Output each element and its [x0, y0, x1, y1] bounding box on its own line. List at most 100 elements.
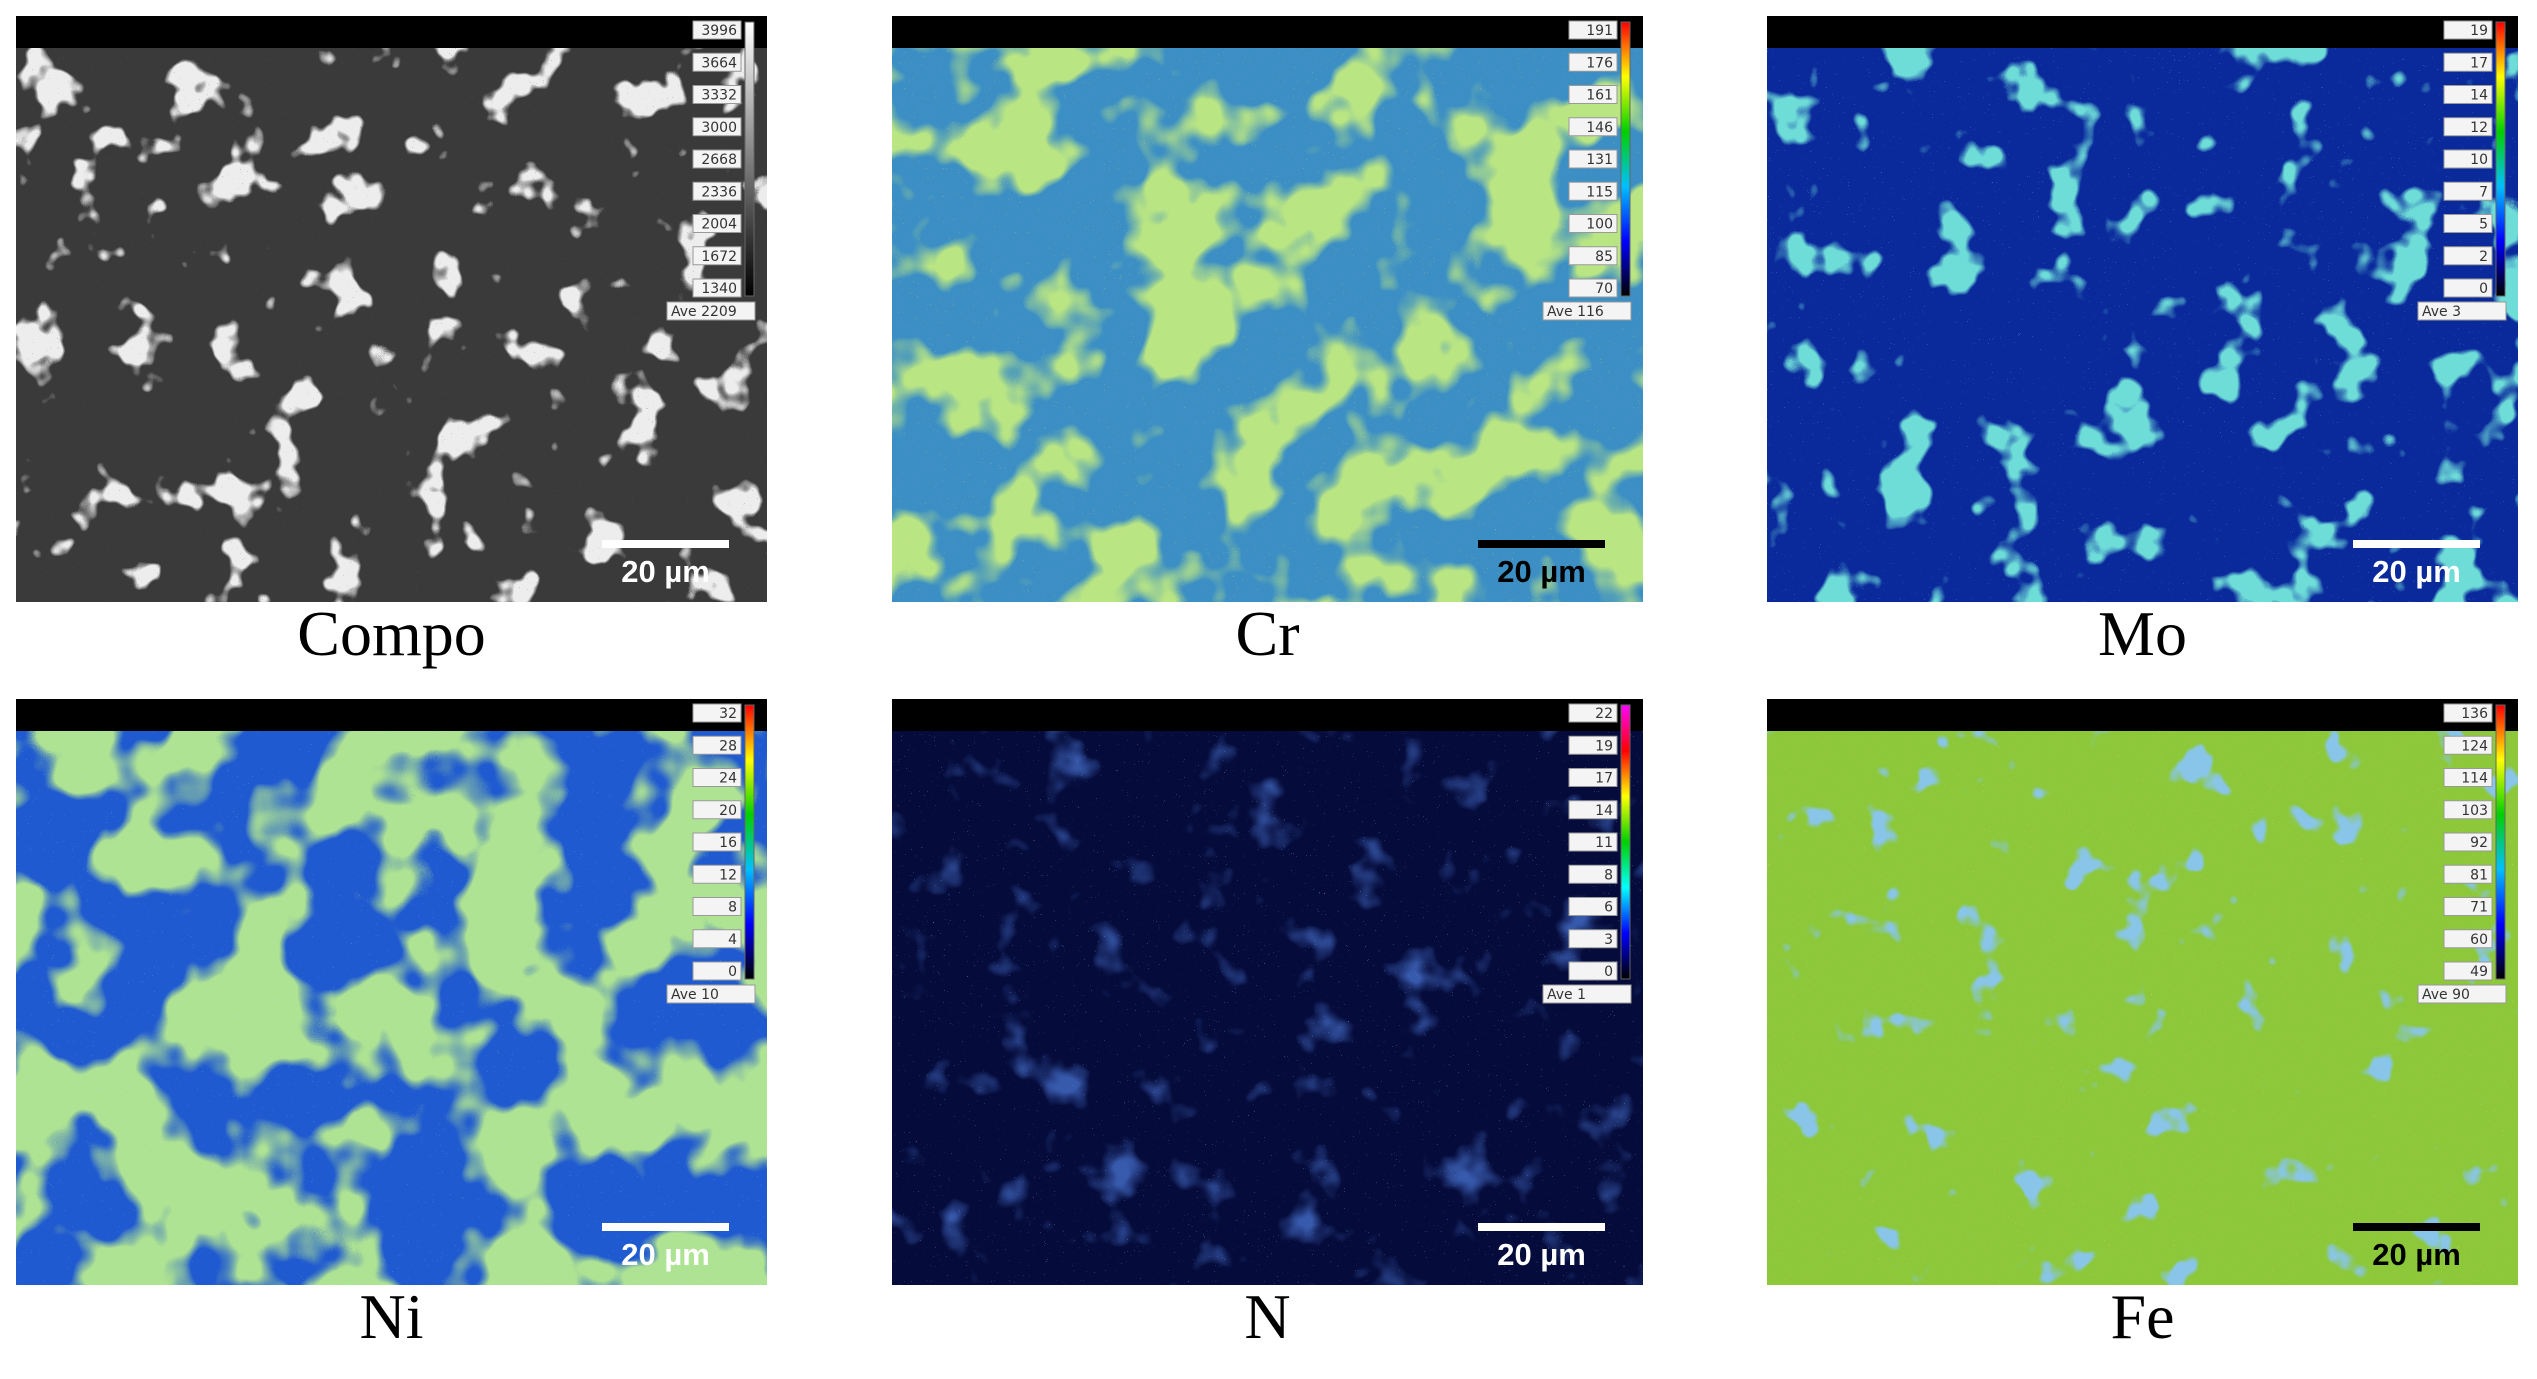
tick-box — [1568, 800, 1618, 820]
colorbar-tick: 3664 — [701, 55, 737, 71]
colorbar-tick: 3 — [1604, 932, 1613, 948]
colorbar-tick: 71 — [2470, 900, 2488, 916]
tick-box — [1568, 897, 1618, 916]
header-bar — [892, 16, 1643, 48]
colorbar-tick: 6 — [1604, 900, 1613, 916]
colorbar-tick: 70 — [1595, 281, 1613, 297]
colorbar-tick: 146 — [1586, 120, 1613, 136]
colorbar-tick: 5 — [2479, 217, 2488, 233]
colorbar-tick: 32 — [719, 706, 737, 722]
scale-bar-label: 20 µm — [621, 1237, 710, 1272]
tick-box — [692, 961, 742, 981]
map-noise — [892, 731, 1643, 1285]
colorbar-tick: 136 — [2461, 706, 2488, 722]
colorbar-tick: 16 — [719, 835, 737, 851]
scale-bar — [2353, 540, 2480, 548]
tick-box — [2443, 52, 2493, 72]
scale-bar — [1478, 1223, 1605, 1231]
average-box — [2417, 301, 2507, 321]
scale-bar-label: 20 µm — [1497, 554, 1586, 589]
tick-box — [1568, 52, 1618, 72]
tick-box — [692, 735, 742, 755]
average-box — [1542, 984, 1632, 1004]
tick-box — [2443, 832, 2493, 852]
tick-box — [1568, 703, 1618, 723]
colorbar-tick: 28 — [719, 738, 737, 754]
tick-box — [1568, 929, 1618, 949]
colorbar-tick: 103 — [2461, 803, 2488, 819]
tick-box — [2443, 149, 2493, 169]
colorbar-tick: 161 — [1586, 88, 1613, 104]
tick-box — [1568, 117, 1618, 137]
colorbar-tick: 1672 — [701, 249, 737, 265]
tick-box — [2443, 864, 2493, 884]
colorbar-tick: 2 — [2479, 249, 2488, 265]
header-bar — [892, 699, 1643, 731]
colorbar-tick: 12 — [719, 867, 737, 883]
tick-box — [692, 85, 742, 104]
colorbar-tick: 17 — [2470, 55, 2488, 71]
scale-bar-label: 20 µm — [2372, 1237, 2461, 1272]
colorbar-tick: 14 — [1595, 803, 1613, 819]
map-panel: 3996 3664 3332 3000 2668 2336 2004 1672 1340 Ave … — [16, 16, 767, 602]
colorbar-tick: 8 — [1604, 867, 1613, 883]
colorbar-tick: 3996 — [701, 23, 737, 39]
tick-box — [2443, 735, 2493, 755]
tick-box — [692, 246, 742, 266]
colorbar-tick: 17 — [1595, 771, 1613, 787]
colorbar — [2495, 704, 2506, 980]
map-panel: 19 17 14 12 10 7 5 2 0 Ave 3 20 µm — [1767, 16, 2518, 602]
colorbar-tick: 12 — [2470, 120, 2488, 136]
colorbar-tick: 0 — [728, 964, 737, 980]
colorbar-tick: 19 — [2470, 23, 2488, 39]
average: Ave 10 — [671, 987, 719, 1003]
colorbar-tick: 60 — [2470, 932, 2488, 948]
colorbar-tick: 131 — [1586, 152, 1613, 168]
average: Ave 3 — [2422, 304, 2461, 320]
tick-box — [692, 800, 742, 820]
colorbar-tick: 124 — [2461, 738, 2488, 754]
colorbar-tick: 3000 — [701, 120, 737, 136]
colorbar-tick: 81 — [2470, 867, 2488, 883]
scale-bar-label: 20 µm — [1497, 1237, 1586, 1272]
tick-box — [692, 214, 742, 233]
tick-box — [2443, 214, 2493, 233]
colorbar-tick: 3332 — [701, 88, 737, 104]
tick-box — [2443, 929, 2493, 949]
scale-bar — [602, 540, 729, 548]
average: Ave 1 — [1547, 987, 1586, 1003]
tick-box — [692, 181, 742, 201]
map-panel: 22 19 17 14 11 8 6 3 0 Ave 1 20 µm — [892, 699, 1643, 1285]
colorbar-tick: 2004 — [701, 217, 737, 233]
panel-label: Compo — [297, 598, 485, 669]
colorbar-tick: 8 — [728, 900, 737, 916]
panel-label: Cr — [1236, 598, 1300, 669]
tick-box — [2443, 278, 2493, 298]
tick-box — [2443, 800, 2493, 820]
tick-box — [692, 768, 742, 787]
tick-box — [1568, 278, 1618, 298]
tick-box — [692, 149, 742, 169]
colorbar-tick: 114 — [2461, 771, 2488, 787]
tick-box — [1568, 181, 1618, 201]
tick-box — [1568, 832, 1618, 852]
tick-box — [1568, 961, 1618, 981]
colorbar-tick: 7 — [2479, 184, 2488, 200]
average-box — [666, 301, 756, 321]
colorbar — [1620, 21, 1631, 297]
tick-box — [2443, 85, 2493, 104]
tick-box — [692, 897, 742, 916]
scale-bar — [1478, 540, 1605, 548]
average: Ave 116 — [1547, 304, 1604, 320]
map-panel: 32 28 24 20 16 12 8 4 0 Ave 10 20 µm — [16, 699, 767, 1285]
colorbar-tick: 4 — [728, 932, 737, 948]
tick-box — [1568, 768, 1618, 787]
panel-label: N — [1244, 1281, 1290, 1352]
tick-box — [692, 864, 742, 884]
tick-box — [692, 703, 742, 723]
colorbar-tick: 24 — [719, 771, 737, 787]
scale-bar — [602, 1223, 729, 1231]
tick-box — [1568, 735, 1618, 755]
colorbar-tick: 92 — [2470, 835, 2488, 851]
